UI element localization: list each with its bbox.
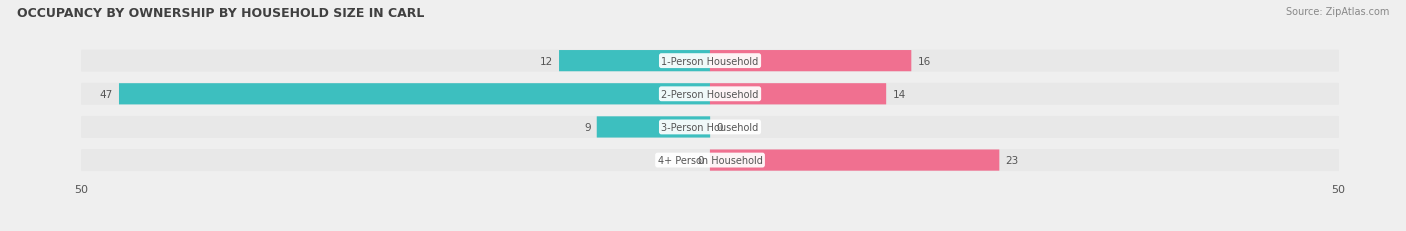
Text: 0: 0 xyxy=(697,155,704,165)
Text: 2-Person Household: 2-Person Household xyxy=(661,89,759,99)
FancyBboxPatch shape xyxy=(710,51,911,72)
Text: 3-Person Household: 3-Person Household xyxy=(661,122,759,132)
Text: 1-Person Household: 1-Person Household xyxy=(661,56,759,66)
FancyBboxPatch shape xyxy=(710,84,886,105)
Text: 12: 12 xyxy=(540,56,553,66)
Text: 9: 9 xyxy=(583,122,591,132)
FancyBboxPatch shape xyxy=(82,83,1339,105)
Text: 23: 23 xyxy=(1005,155,1019,165)
FancyBboxPatch shape xyxy=(560,51,710,72)
Text: 16: 16 xyxy=(918,56,931,66)
Text: 47: 47 xyxy=(100,89,112,99)
Legend: Owner-occupied, Renter-occupied: Owner-occupied, Renter-occupied xyxy=(591,227,830,231)
Text: 0: 0 xyxy=(716,122,723,132)
Text: 4+ Person Household: 4+ Person Household xyxy=(658,155,762,165)
FancyBboxPatch shape xyxy=(82,51,1339,72)
Text: Source: ZipAtlas.com: Source: ZipAtlas.com xyxy=(1285,7,1389,17)
Text: 14: 14 xyxy=(893,89,905,99)
FancyBboxPatch shape xyxy=(82,149,1339,171)
FancyBboxPatch shape xyxy=(596,117,710,138)
FancyBboxPatch shape xyxy=(120,84,710,105)
FancyBboxPatch shape xyxy=(82,116,1339,138)
FancyBboxPatch shape xyxy=(710,150,1000,171)
Text: OCCUPANCY BY OWNERSHIP BY HOUSEHOLD SIZE IN CARL: OCCUPANCY BY OWNERSHIP BY HOUSEHOLD SIZE… xyxy=(17,7,425,20)
